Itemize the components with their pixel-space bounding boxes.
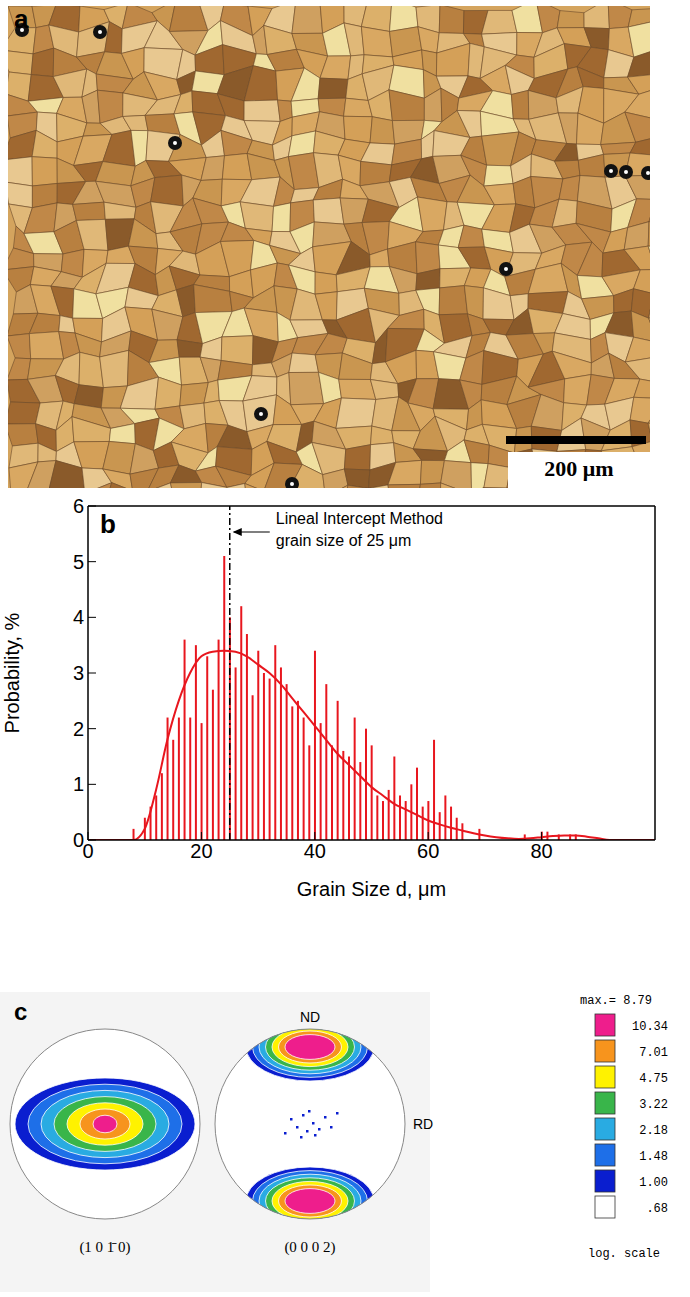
svg-text:log. scale: log. scale bbox=[588, 1247, 660, 1261]
svg-text:1: 1 bbox=[73, 773, 84, 795]
svg-text:2.18: 2.18 bbox=[639, 1124, 668, 1138]
svg-text:80: 80 bbox=[530, 840, 552, 862]
svg-text:60: 60 bbox=[417, 840, 439, 862]
svg-text:2: 2 bbox=[73, 718, 84, 740]
html-text:200 μm: 200 μm bbox=[544, 456, 614, 481]
svg-text:3.22: 3.22 bbox=[639, 1098, 668, 1112]
svg-text:1.48: 1.48 bbox=[639, 1150, 668, 1164]
svg-text:1.00: 1.00 bbox=[639, 1176, 668, 1190]
svg-text:ND: ND bbox=[300, 1009, 320, 1025]
svg-text:40: 40 bbox=[304, 840, 326, 862]
html-text:a: a bbox=[14, 4, 29, 34]
svg-text:4: 4 bbox=[73, 606, 84, 628]
svg-text:Probability, %: Probability, % bbox=[1, 612, 23, 733]
svg-text:grain size of 25 μm: grain size of 25 μm bbox=[276, 532, 412, 549]
svg-text:.68: .68 bbox=[646, 1202, 668, 1216]
svg-text:7.01: 7.01 bbox=[639, 1046, 668, 1060]
svg-text:6: 6 bbox=[73, 495, 84, 517]
html-text:b: b bbox=[100, 509, 116, 539]
svg-text:0: 0 bbox=[73, 829, 84, 851]
svg-text:max.= 8.79: max.= 8.79 bbox=[580, 994, 652, 1008]
svg-text:(0 0 0 2): (0 0 0 2) bbox=[284, 1239, 335, 1256]
svg-text:0: 0 bbox=[82, 840, 93, 862]
svg-text:4.75: 4.75 bbox=[639, 1072, 668, 1086]
svg-text:3: 3 bbox=[73, 662, 84, 684]
svg-text:Lineal Intercept Method: Lineal Intercept Method bbox=[276, 510, 443, 527]
svg-text:c: c bbox=[14, 998, 27, 1025]
svg-text:RD: RD bbox=[413, 1116, 433, 1132]
svg-text:10.34: 10.34 bbox=[632, 1020, 668, 1034]
svg-text:5: 5 bbox=[73, 551, 84, 573]
svg-text:20: 20 bbox=[190, 840, 212, 862]
svg-text:(1 0 1̄ 0): (1 0 1̄ 0) bbox=[79, 1239, 130, 1256]
svg-text:Grain Size d, μm: Grain Size d, μm bbox=[297, 878, 446, 900]
